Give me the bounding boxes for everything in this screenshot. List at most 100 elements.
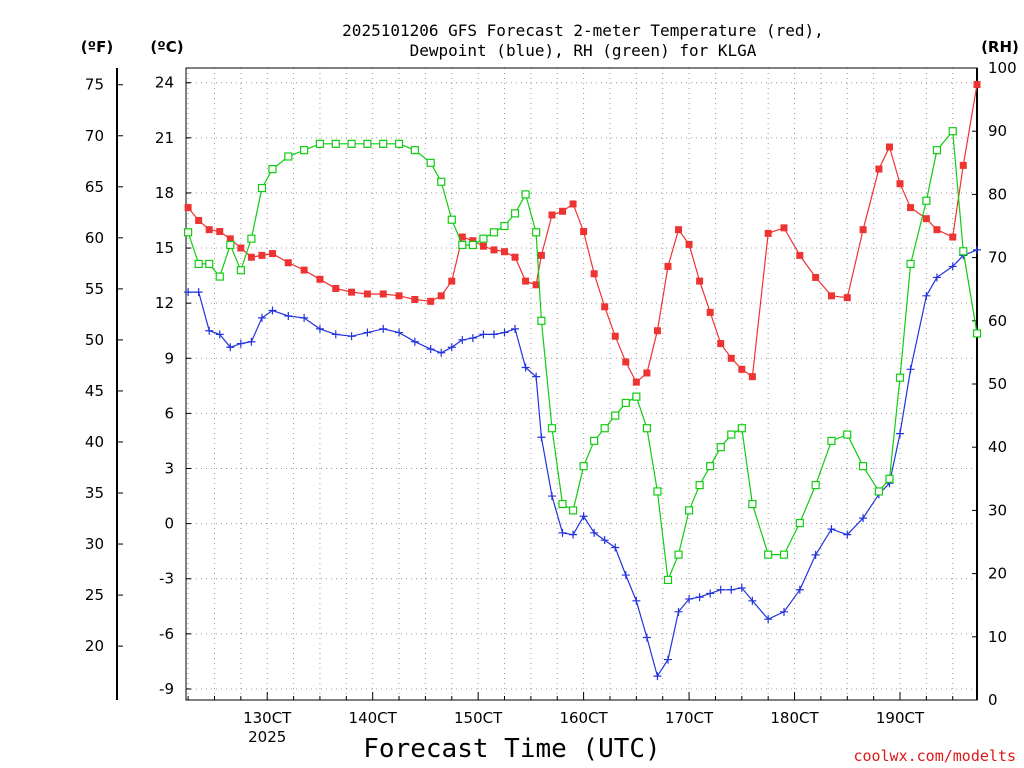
temperature-point: [580, 228, 588, 236]
rh-point: [247, 234, 256, 243]
temperature-point: [522, 277, 530, 285]
temperature-point: [427, 297, 435, 305]
rh-point: [885, 474, 894, 483]
x-tick-label: 140CT: [349, 709, 398, 727]
dewpoint-point: [511, 324, 520, 333]
rh-point: [642, 424, 651, 433]
rh-point: [684, 506, 694, 515]
x-tick-label: 190CT: [876, 709, 925, 727]
temperature-point: [875, 165, 883, 173]
temperature-point: [479, 242, 487, 250]
rh-point: [426, 158, 435, 167]
dewpoint-point: [748, 596, 757, 605]
rh-point: [437, 177, 446, 186]
temperature-point: [216, 228, 224, 236]
dewpoint-point: [447, 343, 456, 352]
fahrenheit-unit-label: (ºF): [81, 38, 113, 56]
dewpoint-point: [194, 288, 203, 297]
rh-point: [226, 240, 235, 250]
temperature-point: [559, 207, 567, 215]
rh-tick-label: 0: [988, 691, 998, 709]
rh-point: [895, 373, 905, 382]
rh-point: [379, 139, 388, 148]
celsius-tick-label: 15: [155, 239, 174, 257]
dewpoint-point: [468, 334, 477, 343]
celsius-tick-label: 12: [155, 294, 174, 312]
rh-point: [479, 234, 488, 243]
temperature-point: [685, 240, 693, 248]
dewpoint-point: [600, 536, 609, 545]
rh-unit-label: (RH): [981, 38, 1019, 56]
rh-point: [468, 240, 477, 250]
rh-point: [858, 462, 868, 471]
dewpoint-point: [973, 245, 981, 254]
temperature-point: [511, 253, 519, 261]
fahrenheit-tick-label: 65: [85, 178, 104, 196]
temperature-point: [258, 251, 266, 259]
temperature-point: [632, 378, 640, 386]
rh-point: [674, 550, 683, 559]
temperature-point: [284, 259, 292, 267]
temperature-point: [268, 250, 276, 258]
rh-point: [600, 424, 609, 433]
temperature-point: [922, 215, 930, 223]
dewpoint-point: [674, 607, 683, 616]
fahrenheit-tick-label: 55: [85, 280, 104, 298]
x-tick-label: 160CT: [559, 709, 608, 727]
rh-point: [959, 247, 968, 256]
dewpoint-point: [215, 330, 224, 339]
fahrenheit-tick-label: 20: [85, 637, 104, 655]
dewpoint-point: [558, 528, 567, 537]
temperature-point: [738, 365, 746, 373]
rh-point: [510, 209, 520, 218]
temperature-point: [184, 204, 192, 212]
rh-tick-label: 100: [988, 59, 1017, 77]
rh-point: [284, 152, 293, 161]
chart-title-line2: Dewpoint (blue), RH (green) for KLGA: [410, 41, 757, 60]
dewpoint-point: [663, 655, 672, 664]
dewpoint-point: [410, 337, 419, 346]
celsius-tick-label: 21: [155, 129, 174, 147]
dewpoint-point: [590, 528, 599, 537]
temperature-point: [622, 358, 630, 366]
rh-point: [706, 462, 715, 471]
celsius-unit-label: (ºC): [150, 38, 183, 56]
rh-point: [410, 146, 419, 155]
dewpoint-point: [395, 328, 404, 337]
rh-point: [948, 127, 957, 136]
rh-point: [621, 398, 630, 408]
rh-point: [547, 424, 557, 433]
rh-point: [579, 462, 588, 471]
celsius-tick-label: 3: [164, 460, 174, 478]
temperature-point: [237, 244, 245, 252]
dewpoint-point: [479, 330, 488, 339]
temperature-point: [300, 266, 308, 274]
dewpoint-point: [315, 324, 324, 333]
rh-point: [874, 487, 884, 496]
temperature-point: [896, 180, 904, 188]
dewpoint-point: [521, 363, 530, 372]
temperature-point: [205, 226, 213, 234]
rh-point: [611, 411, 620, 420]
rh-point: [447, 215, 456, 224]
temperature-point: [611, 332, 619, 340]
rh-tick-label: 30: [988, 501, 1007, 519]
celsius-tick-label: -6: [159, 625, 174, 643]
dewpoint-point: [363, 328, 372, 337]
rh-point: [590, 436, 599, 445]
data-series: [184, 81, 982, 681]
rh-point: [737, 424, 746, 433]
dewpoint-point: [737, 583, 746, 592]
dewpoint-point: [500, 328, 509, 337]
dewpoint-point: [537, 433, 546, 442]
rh-point: [521, 190, 530, 199]
temperature-point: [973, 81, 981, 89]
celsius-tick-label: -3: [159, 570, 174, 588]
dewpoint-point: [653, 672, 662, 681]
dewpoint-point: [611, 543, 620, 552]
fahrenheit-tick-label: 25: [85, 586, 104, 604]
dewpoint-point: [579, 512, 588, 521]
rh-point: [764, 550, 773, 559]
dewpoint-point: [843, 530, 852, 539]
dewpoint-point: [642, 633, 651, 642]
